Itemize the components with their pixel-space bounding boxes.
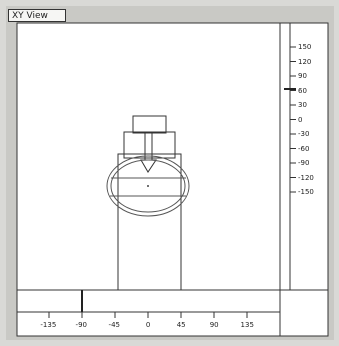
y-ruler-tick-label: -120 xyxy=(298,173,314,182)
ellipse-outer xyxy=(106,155,190,217)
top-block xyxy=(132,115,167,134)
x-ruler-ticks xyxy=(48,312,248,318)
y-ruler-tick-label: 60 xyxy=(298,86,307,95)
origin-dot xyxy=(147,185,149,187)
y-ruler-tick-label: 120 xyxy=(298,57,312,66)
y-ruler-tick-label: 0 xyxy=(298,115,303,124)
y-ruler-tick-label: 90 xyxy=(298,72,307,80)
x-ruler-tick-label: 0 xyxy=(145,321,151,329)
ellipse-inner xyxy=(110,159,186,213)
x-ruler-tick-label: -45 xyxy=(108,321,120,329)
y-ruler-tick-label: 30 xyxy=(298,101,307,109)
y-ruler-tick-label: -60 xyxy=(298,144,310,153)
x-ruler-tick-label: 135 xyxy=(240,321,254,329)
ellipse-outline xyxy=(106,155,190,217)
y-ruler-panel xyxy=(279,22,329,291)
upper-column xyxy=(123,131,176,159)
x-ruler-tick-label: -135 xyxy=(40,321,57,329)
y-ruler-tick-label: -150 xyxy=(298,188,314,196)
y-ruler-tick-label: -30 xyxy=(298,130,310,138)
y-ruler-tick-label: 150 xyxy=(298,43,312,51)
x-ruler-tick-label: 45 xyxy=(176,321,186,329)
corner-box xyxy=(279,289,329,337)
x-ruler-tick-label: -90 xyxy=(75,321,87,329)
view-title-tab[interactable]: XY View xyxy=(8,9,66,22)
y-ruler-ticks xyxy=(290,46,296,193)
x-ruler-tick-label: 90 xyxy=(209,321,219,329)
lower-column xyxy=(117,153,182,291)
y-ruler-tick-label: -90 xyxy=(298,159,310,167)
body-outline xyxy=(117,115,182,291)
